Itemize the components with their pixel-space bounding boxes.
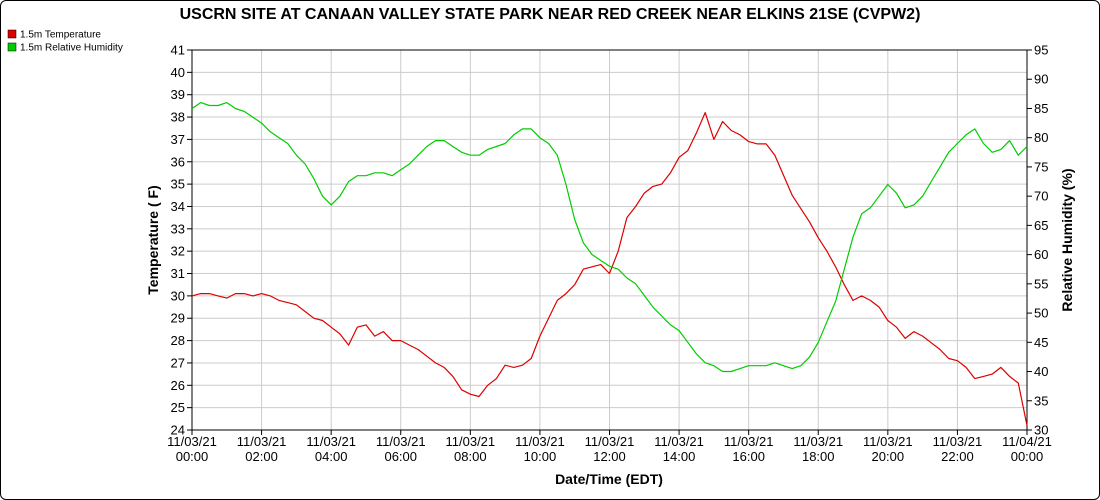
left-tick-label: 34 bbox=[171, 199, 185, 214]
x-tick-time: 02:00 bbox=[245, 449, 278, 464]
x-tick-time: 10:00 bbox=[524, 449, 557, 464]
chart-title: USCRN SITE AT CANAAN VALLEY STATE PARK N… bbox=[180, 6, 921, 23]
x-tick-date: 11/03/21 bbox=[237, 434, 287, 449]
x-tick-time: 06:00 bbox=[384, 449, 417, 464]
x-tick-time: 12:00 bbox=[593, 449, 626, 464]
left-tick-label: 36 bbox=[171, 154, 185, 169]
right-tick-label: 65 bbox=[1034, 218, 1048, 233]
right-tick-label: 45 bbox=[1034, 335, 1048, 350]
right-tick-label: 35 bbox=[1034, 393, 1048, 408]
right-tick-label: 40 bbox=[1034, 364, 1048, 379]
x-tick-time: 16:00 bbox=[732, 449, 765, 464]
right-tick-label: 60 bbox=[1034, 247, 1048, 262]
legend-swatch-temperature bbox=[7, 29, 17, 39]
legend-label-humidity: 1.5m Relative Humidity bbox=[20, 43, 123, 54]
left-tick-label: 37 bbox=[171, 132, 185, 147]
x-tick-date: 11/03/21 bbox=[446, 434, 496, 449]
right-tick-label: 75 bbox=[1034, 159, 1048, 174]
left-tick-label: 30 bbox=[171, 288, 185, 303]
x-axis-title: Date/Time (EDT) bbox=[555, 471, 663, 487]
left-tick-label: 24 bbox=[171, 423, 185, 438]
left-tick-label: 26 bbox=[171, 378, 185, 393]
x-tick-date: 11/03/21 bbox=[793, 434, 843, 449]
right-tick-label: 30 bbox=[1034, 423, 1048, 438]
left-tick-label: 25 bbox=[171, 400, 185, 415]
x-tick-time: 14:00 bbox=[663, 449, 696, 464]
left-tick-label: 40 bbox=[171, 65, 185, 80]
legend: 1.5m Temperature 1.5m Relative Humidity bbox=[7, 29, 123, 54]
legend-label-temperature: 1.5m Temperature bbox=[20, 30, 101, 41]
x-tick-date: 11/04/21 bbox=[1002, 434, 1052, 449]
left-tick-label: 33 bbox=[171, 221, 185, 236]
x-tick-date: 11/03/21 bbox=[654, 434, 704, 449]
x-tick-date: 11/03/21 bbox=[376, 434, 426, 449]
left-tick-label: 35 bbox=[171, 177, 185, 192]
left-tick-label: 32 bbox=[171, 244, 185, 259]
series-line-humidity bbox=[191, 101, 1028, 373]
left-tick-label: 39 bbox=[171, 87, 185, 102]
left-tick-label: 28 bbox=[171, 333, 185, 348]
x-tick-date: 11/03/21 bbox=[933, 434, 983, 449]
x-tick-date: 11/03/21 bbox=[585, 434, 635, 449]
left-axis: 24 25 26 27 28 29 30 31 32 33 34 35 36 37 38 39 40 41 bbox=[171, 43, 192, 438]
left-tick-label: 31 bbox=[171, 266, 185, 281]
left-tick-label: 27 bbox=[171, 355, 185, 370]
x-tick-time: 18:00 bbox=[802, 449, 835, 464]
grid bbox=[191, 49, 1028, 431]
right-axis: 30 35 40 45 50 55 60 65 70 75 80 85 90 95 bbox=[1027, 43, 1048, 438]
right-axis-title: Relative Humidity (%) bbox=[1059, 168, 1075, 311]
x-tick-date: 11/03/21 bbox=[515, 434, 565, 449]
x-tick-date: 11/03/21 bbox=[863, 434, 913, 449]
right-tick-label: 70 bbox=[1034, 189, 1048, 204]
left-tick-label: 41 bbox=[171, 43, 185, 58]
right-tick-label: 55 bbox=[1034, 276, 1048, 291]
legend-swatch-humidity bbox=[7, 42, 17, 52]
x-tick-date: 11/03/21 bbox=[167, 434, 217, 449]
x-tick-time: 08:00 bbox=[454, 449, 487, 464]
right-tick-label: 80 bbox=[1034, 130, 1048, 145]
series-lines bbox=[191, 101, 1028, 426]
right-tick-label: 95 bbox=[1034, 43, 1048, 58]
x-axis: 11/03/2100:0011/03/2102:0011/03/2104:001… bbox=[167, 430, 1052, 464]
series-line-temperature bbox=[191, 111, 1028, 426]
x-tick-time: 00:00 bbox=[176, 449, 209, 464]
right-tick-label: 90 bbox=[1034, 72, 1048, 87]
x-tick-time: 22:00 bbox=[941, 449, 974, 464]
left-axis-title: Temperature ( F) bbox=[145, 185, 161, 294]
x-tick-date: 11/03/21 bbox=[306, 434, 356, 449]
right-tick-label: 85 bbox=[1034, 101, 1048, 116]
x-tick-time: 20:00 bbox=[872, 449, 905, 464]
left-tick-label: 38 bbox=[171, 110, 185, 125]
right-tick-label: 50 bbox=[1034, 306, 1048, 321]
x-tick-date: 11/03/21 bbox=[724, 434, 774, 449]
x-tick-time: 04:00 bbox=[315, 449, 348, 464]
x-tick-time: 00:00 bbox=[1011, 449, 1044, 464]
left-tick-label: 29 bbox=[171, 311, 185, 326]
